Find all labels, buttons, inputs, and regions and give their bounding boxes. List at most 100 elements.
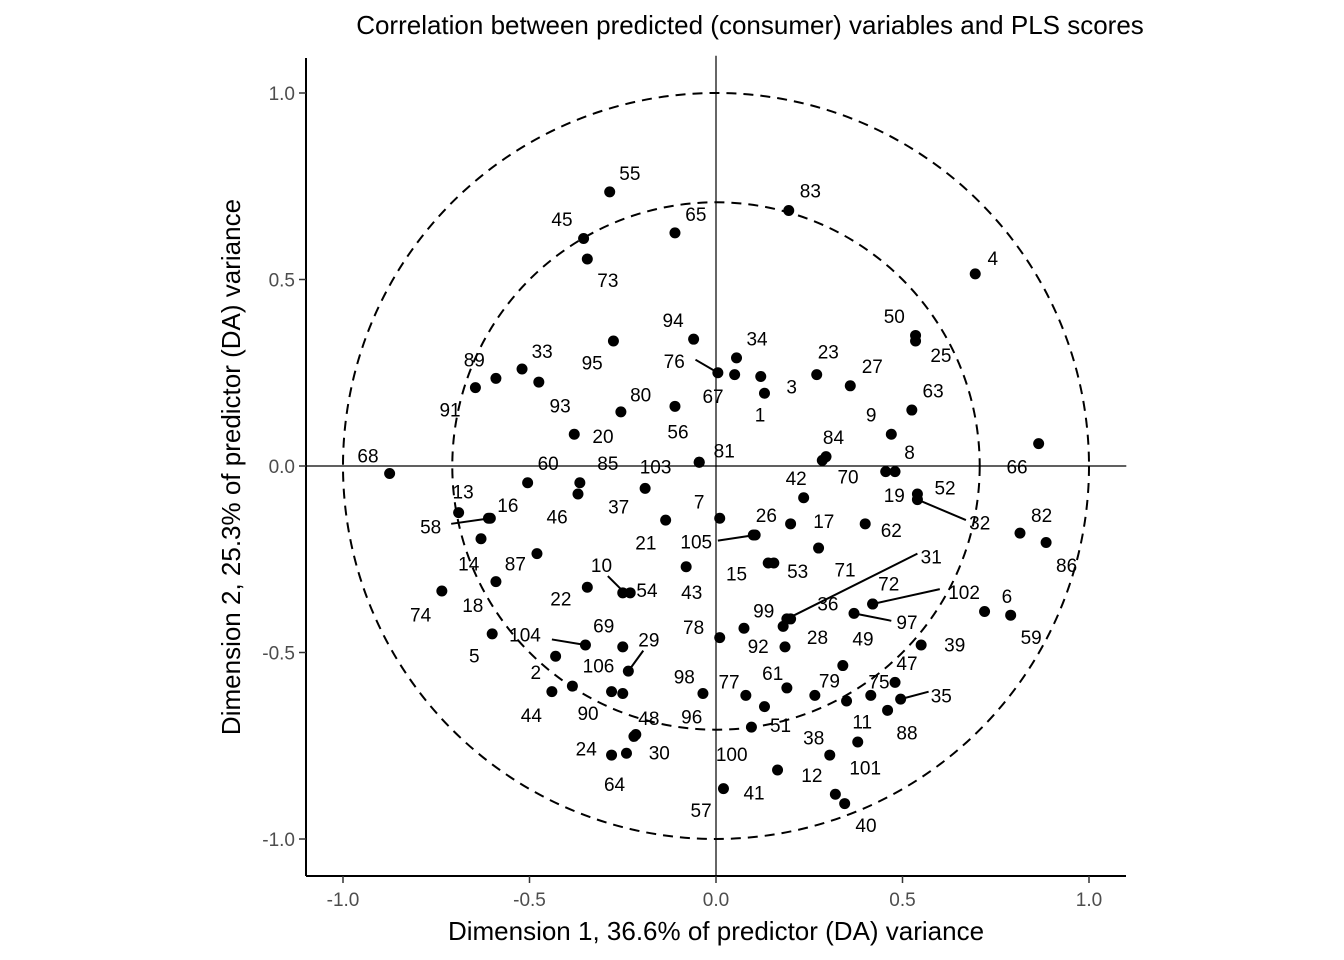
point-58: [484, 512, 496, 524]
point-51: [745, 721, 757, 733]
point-label-71: 71: [834, 561, 855, 582]
point-23: [811, 369, 823, 381]
point-label-8: 8: [904, 443, 915, 464]
point-66: [1033, 438, 1045, 450]
point-55: [604, 186, 616, 198]
point-label-57: 57: [691, 801, 712, 822]
point-71: [813, 542, 825, 554]
point-65: [669, 227, 681, 239]
point-50: [910, 329, 922, 341]
point-59: [1005, 609, 1017, 621]
point-68: [384, 467, 396, 479]
point-label-97: 97: [896, 613, 917, 634]
point-9: [885, 428, 897, 440]
point-label-49: 49: [852, 629, 873, 650]
point-24: [606, 749, 618, 761]
point-92: [738, 622, 750, 634]
point-label-55: 55: [619, 164, 640, 185]
point-75: [865, 689, 877, 701]
point-label-38: 38: [803, 729, 824, 750]
point-label-23: 23: [818, 342, 839, 363]
point-label-79: 79: [819, 671, 840, 692]
chart-title: Correlation between predicted (consumer)…: [356, 10, 1144, 40]
point-93: [533, 376, 545, 388]
point-label-50: 50: [884, 307, 905, 328]
point-label-24: 24: [576, 739, 598, 760]
point-label-102: 102: [948, 583, 980, 604]
point-100: [758, 701, 770, 713]
point-label-81: 81: [714, 441, 735, 462]
point-41: [772, 764, 784, 776]
point-62: [859, 518, 871, 530]
point-73: [581, 253, 593, 265]
point-63: [906, 404, 918, 416]
point-18: [490, 576, 502, 588]
point-98: [617, 688, 629, 700]
point-91: [490, 372, 502, 384]
x-tick-label: -1.0: [327, 890, 360, 911]
point-label-13: 13: [453, 482, 474, 503]
point-label-99: 99: [753, 602, 774, 623]
point-88: [882, 704, 894, 716]
point-6: [979, 605, 991, 617]
point-77: [740, 689, 752, 701]
point-label-35: 35: [931, 686, 952, 707]
point-label-84: 84: [823, 428, 845, 449]
point-label-6: 6: [1002, 587, 1013, 608]
point-97: [848, 607, 860, 619]
y-tick-label: -1.0: [262, 830, 295, 851]
x-tick-label: 0.5: [889, 890, 915, 911]
point-39: [915, 639, 927, 651]
point-79: [809, 689, 821, 701]
x-tick-label: 1.0: [1076, 890, 1102, 911]
point-label-83: 83: [800, 182, 821, 203]
point-61: [781, 682, 793, 694]
point-label-96: 96: [681, 708, 702, 729]
point-label-14: 14: [458, 555, 480, 576]
x-tick-label: 0.0: [703, 890, 729, 911]
point-34: [731, 352, 743, 364]
point-label-26: 26: [756, 506, 777, 527]
point-52: [911, 488, 923, 500]
point-14: [475, 533, 487, 545]
point-label-43: 43: [681, 583, 702, 604]
point-label-54: 54: [636, 581, 658, 602]
point-label-82: 82: [1031, 506, 1052, 527]
point-76: [712, 367, 724, 379]
point-label-92: 92: [748, 637, 769, 658]
point-label-91: 91: [439, 400, 460, 421]
point-43: [680, 561, 692, 573]
point-57: [717, 783, 729, 795]
point-67: [729, 369, 741, 381]
point-49: [837, 660, 849, 672]
point-78: [714, 632, 726, 644]
y-tick-label: -0.5: [262, 644, 295, 665]
point-label-42: 42: [786, 469, 807, 490]
point-27: [844, 380, 856, 392]
point-label-36: 36: [817, 594, 838, 615]
point-label-30: 30: [649, 743, 670, 764]
point-22: [581, 581, 593, 593]
point-56: [669, 400, 681, 412]
point-105: [749, 529, 761, 541]
point-label-67: 67: [702, 387, 723, 408]
point-label-53: 53: [787, 562, 808, 583]
point-label-75: 75: [868, 673, 889, 694]
point-74: [436, 585, 448, 597]
point-label-94: 94: [663, 311, 685, 332]
point-label-60: 60: [538, 454, 559, 475]
point-label-104: 104: [509, 626, 541, 647]
point-label-63: 63: [923, 382, 944, 403]
point-label-64: 64: [604, 775, 626, 796]
point-102: [867, 598, 879, 610]
point-label-25: 25: [930, 346, 951, 367]
point-5: [486, 628, 498, 640]
point-label-88: 88: [896, 724, 917, 745]
point-11: [852, 736, 864, 748]
point-3: [755, 370, 767, 382]
point-44: [546, 686, 558, 698]
point-38: [824, 749, 836, 761]
point-label-52: 52: [934, 479, 955, 500]
point-label-77: 77: [718, 673, 739, 694]
